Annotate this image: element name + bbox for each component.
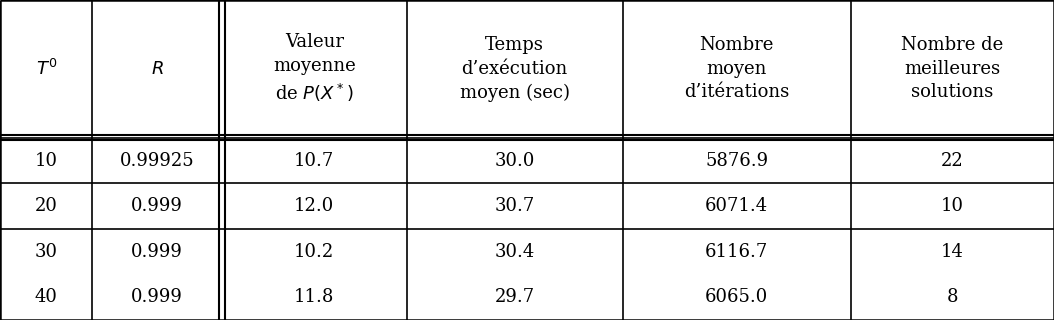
Text: 30.0: 30.0 (494, 152, 534, 170)
Text: 29.7: 29.7 (494, 288, 534, 306)
Text: Nombre de
meilleures
solutions: Nombre de meilleures solutions (901, 36, 1003, 101)
Text: 0.99925: 0.99925 (120, 152, 195, 170)
Text: 11.8: 11.8 (294, 288, 334, 306)
Text: 0.999: 0.999 (132, 197, 183, 215)
Text: 6116.7: 6116.7 (705, 243, 768, 261)
Text: 6065.0: 6065.0 (705, 288, 768, 306)
Text: 22: 22 (941, 152, 963, 170)
Text: 10: 10 (35, 152, 58, 170)
Text: Temps
d’exécution
moyen (sec): Temps d’exécution moyen (sec) (460, 36, 569, 102)
Text: 10: 10 (941, 197, 963, 215)
Text: 8: 8 (946, 288, 958, 306)
Text: 30: 30 (35, 243, 58, 261)
Text: 0.999: 0.999 (132, 288, 183, 306)
Text: 40: 40 (35, 288, 58, 306)
Text: $R$: $R$ (151, 60, 163, 78)
Text: 6071.4: 6071.4 (705, 197, 768, 215)
Text: 10.2: 10.2 (294, 243, 334, 261)
Text: 30.7: 30.7 (494, 197, 534, 215)
Text: $T^0$: $T^0$ (36, 59, 57, 79)
Text: 5876.9: 5876.9 (705, 152, 768, 170)
Text: 20: 20 (35, 197, 58, 215)
Text: 14: 14 (941, 243, 963, 261)
Text: 12.0: 12.0 (294, 197, 334, 215)
Text: 10.7: 10.7 (294, 152, 334, 170)
Text: Nombre
moyen
d’itérations: Nombre moyen d’itérations (684, 36, 789, 101)
Text: 30.4: 30.4 (494, 243, 534, 261)
Text: Valeur
moyenne
de $P(X^*)$: Valeur moyenne de $P(X^*)$ (273, 33, 356, 104)
Text: 0.999: 0.999 (132, 243, 183, 261)
